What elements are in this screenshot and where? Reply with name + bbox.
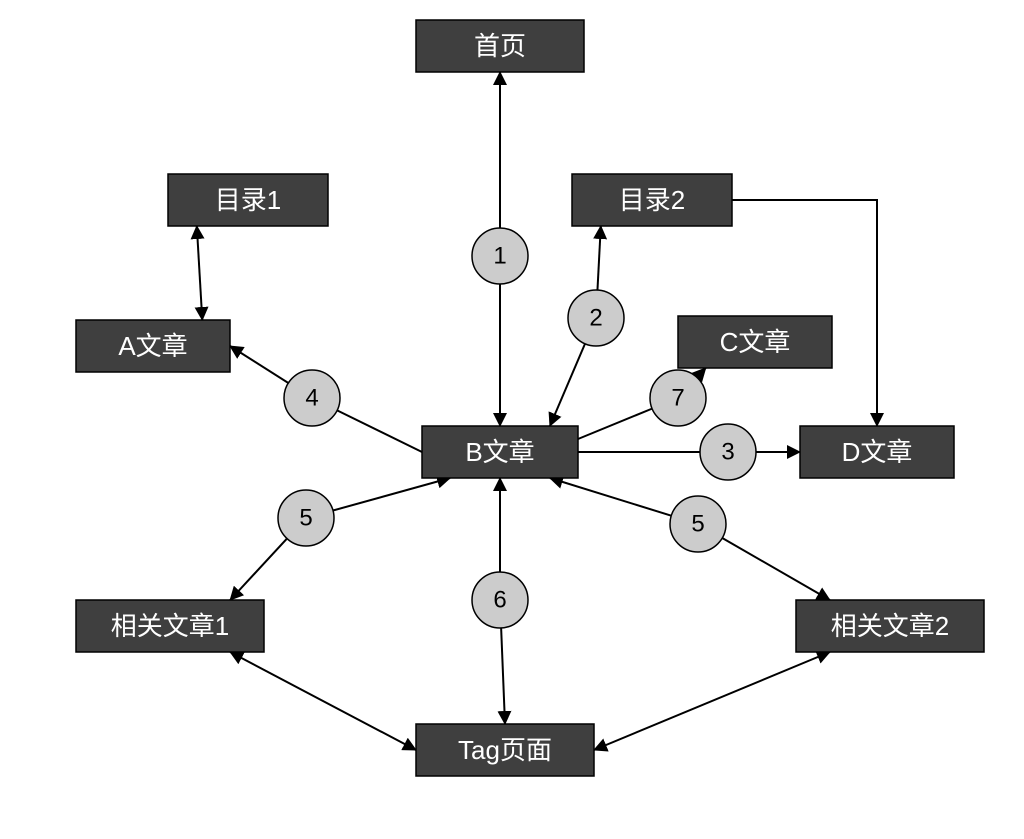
node-rel1: 相关文章1 (76, 600, 264, 652)
node-artC: C文章 (678, 316, 832, 368)
node-label: B文章 (465, 437, 534, 467)
circle-label: 7 (671, 385, 684, 412)
edge-segment (550, 344, 585, 426)
node-rel2: 相关文章2 (796, 600, 984, 652)
circle-label: 4 (305, 385, 318, 412)
edge-segment (594, 652, 830, 750)
node-dir1: 目录1 (168, 174, 328, 226)
circle-c4: 4 (284, 370, 340, 426)
node-label: A文章 (118, 331, 187, 361)
circle-c1: 1 (472, 228, 528, 284)
circle-label: 1 (493, 243, 506, 270)
node-label: 目录2 (619, 185, 685, 215)
circle-c2: 2 (568, 290, 624, 346)
edge-segment (550, 478, 671, 516)
edge-segment (230, 652, 416, 750)
node-label: 相关文章2 (831, 611, 949, 641)
node-label: C文章 (720, 327, 791, 357)
edge-segment (722, 538, 830, 600)
circle-c3: 3 (700, 424, 756, 480)
circle-c5b: 5 (670, 496, 726, 552)
node-artD: D文章 (800, 426, 954, 478)
edge-segment (697, 368, 706, 377)
circle-c6: 6 (472, 572, 528, 628)
node-label: 相关文章1 (111, 611, 229, 641)
edge-segment (732, 200, 877, 426)
node-dir2: 目录2 (572, 174, 732, 226)
circle-label: 6 (493, 587, 506, 614)
edge-segment (337, 410, 422, 452)
circle-c7: 7 (650, 370, 706, 426)
node-label: 首页 (474, 31, 526, 61)
edge-segment (230, 346, 288, 383)
nodes-layer: 首页目录1 目录2 A文章 C文章 B文章 D文章相关文章1 相关文章2 Tag页面 (76, 20, 984, 776)
circle-label: 5 (691, 511, 704, 538)
circle-label: 2 (589, 305, 602, 332)
node-home: 首页 (416, 20, 584, 72)
edge-segment (230, 539, 287, 600)
edge-segment (501, 628, 505, 724)
node-artB: B文章 (422, 426, 578, 478)
node-label: D文章 (842, 437, 913, 467)
node-label: 目录1 (215, 185, 281, 215)
circle-c5a: 5 (278, 490, 334, 546)
edge-segment (578, 409, 652, 439)
circle-label: 5 (299, 505, 312, 532)
edge-segment (333, 478, 450, 511)
node-artA: A文章 (76, 320, 230, 372)
edge-segment (197, 226, 202, 320)
circle-label: 3 (721, 439, 734, 466)
node-label: Tag页面 (458, 735, 552, 765)
edge-segment (597, 226, 600, 290)
node-tag: Tag页面 (416, 724, 594, 776)
network-diagram: 1 2 4 7 3 5 5 6 首页目录1 目录2 A文章 C文章 B文章 D文章相关文章1 相关文章2 Ta… (0, 0, 1024, 839)
